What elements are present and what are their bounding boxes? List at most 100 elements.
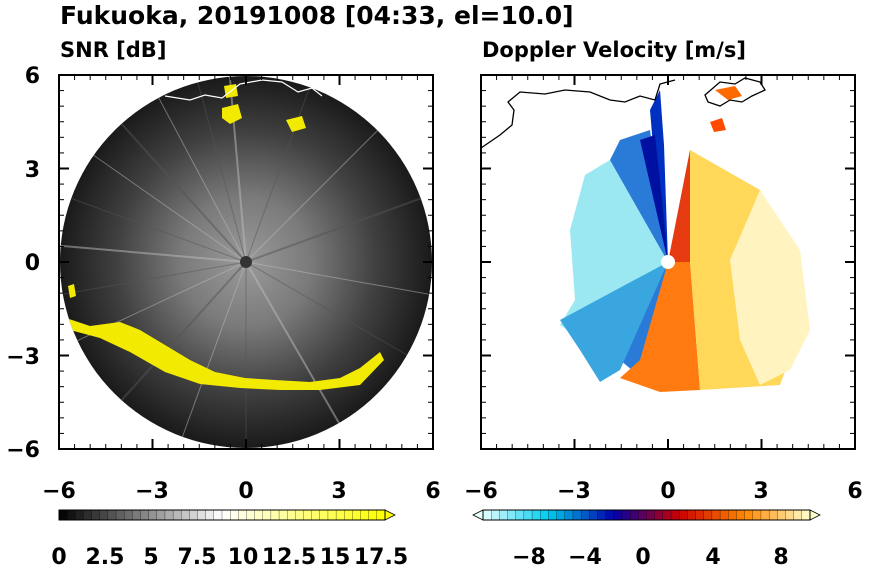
radar-site-marker	[240, 256, 252, 268]
snr-beam-ray	[118, 261, 247, 404]
snr-colorbar-bin	[156, 509, 166, 521]
snr-cbar-label-0: 0	[51, 545, 66, 570]
doppler-colorbar-bin	[621, 509, 631, 521]
doppler-colorbar-bin	[793, 509, 803, 521]
snr-colorbar-bin	[229, 509, 239, 521]
snr-echo-west	[68, 284, 76, 298]
snr-ytick-3: 3	[25, 158, 40, 183]
snr-panel-title: SNR [dB]	[60, 38, 166, 62]
snr-xtick-0: 0	[238, 479, 253, 504]
snr-colorbar-frame	[58, 509, 386, 521]
doppler-colorbar-bin	[605, 509, 615, 521]
snr-colorbar-bin	[91, 509, 101, 521]
snr-cbar-label-15: 15	[320, 545, 351, 570]
snr-colorbar-bin	[58, 509, 68, 521]
doppler-colorbar-bin	[687, 509, 697, 521]
snr-y-tick-labels: 6 3 0 −3 −6	[6, 64, 40, 463]
snr-colorbar-bin	[132, 509, 142, 521]
doppler-colorbar-bin	[679, 509, 689, 521]
doppler-colorbar-bin	[695, 509, 705, 521]
doppler-colorbar-bin	[548, 509, 558, 521]
doppler-xtick-0: 0	[660, 479, 675, 504]
doppler-colorbar-bin	[752, 509, 762, 521]
snr-colorbar-bin	[67, 509, 76, 521]
snr-colorbar-bin	[295, 509, 305, 521]
snr-cbar-label-5: 5	[143, 545, 158, 570]
snr-panel: SNR [dB] 6 3 0 −3 −6 −6 −3 0 3 6	[6, 38, 440, 570]
snr-colorbar-bin	[319, 509, 329, 521]
doppler-colorbar-bin	[646, 509, 656, 521]
doppler-colorbar-bin	[744, 509, 754, 521]
doppler-xtick-3: 3	[753, 479, 768, 504]
doppler-x-tick-labels: −6 −3 0 3 6	[464, 479, 863, 504]
doppler-colorbar-bin	[580, 509, 590, 521]
doppler-colorbar-bin	[719, 509, 729, 521]
snr-xtick-3: 3	[331, 479, 346, 504]
snr-cbar-label-10: 10	[228, 545, 259, 570]
snr-colorbar-bin	[360, 509, 370, 521]
snr-beam-ray	[245, 261, 342, 428]
doppler-colorbar-bin	[654, 509, 664, 521]
snr-echo-north-1	[222, 104, 242, 124]
doppler-north-echo	[715, 86, 742, 100]
doppler-colorbar-bin	[491, 509, 500, 521]
doppler-colorbar-bin	[597, 509, 607, 521]
doppler-colorbar-bin	[736, 509, 746, 521]
snr-beam-ray	[156, 94, 247, 263]
doppler-colorbar-bin	[564, 509, 574, 521]
doppler-xtick-neg3: −3	[557, 479, 591, 504]
snr-beam-ray	[245, 83, 312, 263]
snr-beam-ray	[90, 152, 247, 263]
snr-colorbar-bin	[335, 509, 345, 521]
doppler-southwest	[560, 262, 668, 382]
snr-beam-ray	[180, 261, 247, 441]
snr-axis-ticks	[58, 74, 434, 450]
doppler-colorbar-bin	[589, 509, 599, 521]
snr-colorbar-bin	[368, 509, 378, 521]
snr-colorbar-bin	[83, 509, 93, 521]
doppler-colorbar-bin	[711, 509, 721, 521]
snr-colorbar-bin	[221, 509, 231, 521]
snr-colorbar-bin	[327, 509, 337, 521]
doppler-cbar-label-0: 0	[635, 545, 650, 570]
doppler-colorbar-bin	[499, 509, 509, 521]
snr-beam-ray	[245, 261, 432, 296]
snr-beam-ray	[67, 196, 247, 263]
snr-colorbar-bin	[270, 509, 280, 521]
snr-beam-ray	[60, 261, 247, 296]
doppler-colorbar-bin	[801, 509, 811, 521]
doppler-colorbar-bin	[703, 509, 713, 521]
doppler-colorbar-frame	[482, 509, 811, 521]
doppler-colorbar-bin	[556, 509, 566, 521]
doppler-cbar-label-neg4: −4	[568, 545, 602, 570]
doppler-colorbar-bin	[507, 509, 517, 521]
snr-colorbar-bin	[181, 509, 191, 521]
figure-title: Fukuoka, 20191008 [04:33, el=10.0]	[60, 1, 574, 30]
snr-beam-ray	[245, 127, 381, 263]
snr-colorbar-bin	[164, 509, 174, 521]
snr-x-tick-labels: −6 −3 0 3 6	[42, 479, 441, 504]
doppler-colorbar-extend-min	[472, 509, 484, 521]
snr-colorbar-bin	[213, 509, 223, 521]
snr-colorbar-bin	[287, 509, 297, 521]
doppler-colorbar-bin	[670, 509, 680, 521]
snr-colorbar-bin	[344, 509, 354, 521]
snr-beam-ray	[118, 120, 247, 263]
snr-beam-ray	[60, 244, 247, 263]
snr-colorbar-bin	[189, 509, 199, 521]
snr-echo-south-band	[66, 318, 384, 390]
snr-echo-north-2	[286, 116, 306, 132]
snr-colorbar-bin	[172, 509, 182, 521]
snr-ytick-0: 0	[25, 251, 40, 276]
doppler-axis-ticks	[480, 74, 856, 450]
doppler-colorbar-bin	[531, 509, 541, 521]
snr-xtick-neg6: −6	[42, 479, 76, 504]
doppler-colorbar-extend-max	[809, 509, 821, 521]
snr-colorbar-bin	[262, 509, 272, 521]
snr-colorbar-bin	[278, 509, 288, 521]
doppler-colorbar-labels: −8 −4 0 4 8	[512, 545, 789, 570]
snr-colorbar-bin	[115, 509, 125, 521]
doppler-colorbar-bin	[482, 509, 492, 521]
snr-cbar-label-7-5: 7.5	[178, 545, 217, 570]
